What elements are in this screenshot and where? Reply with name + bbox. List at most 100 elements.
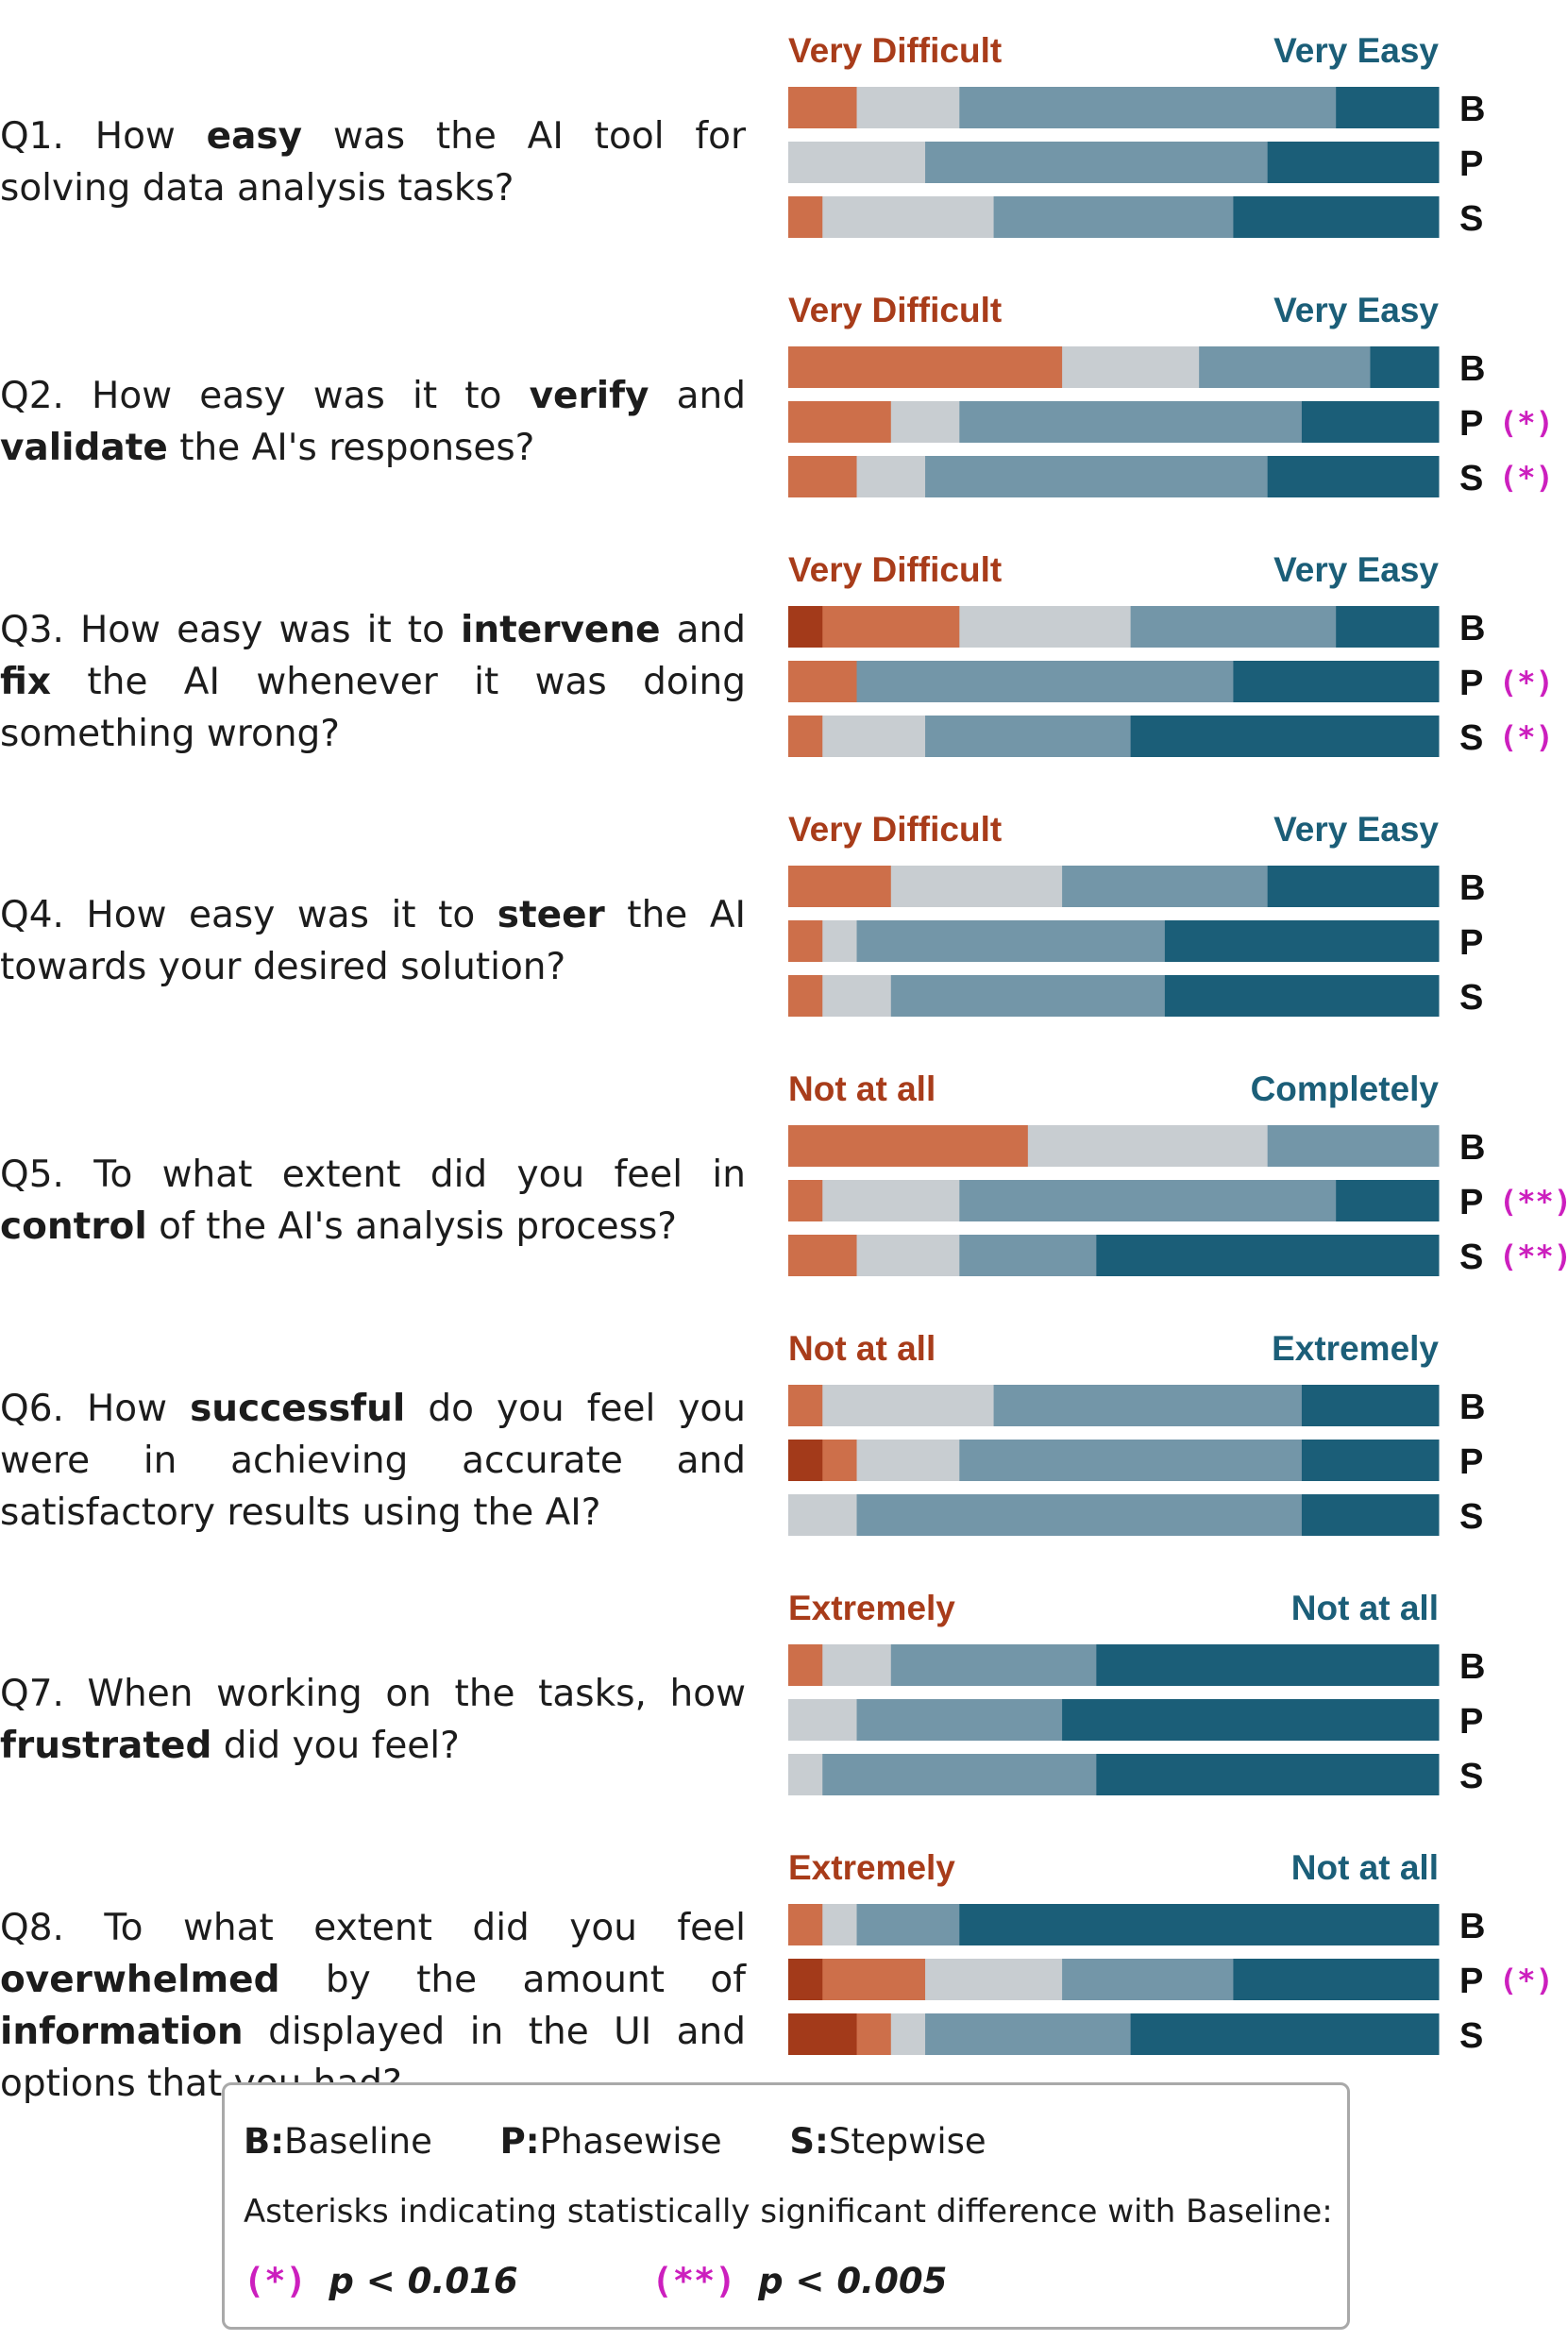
q1-b-segment-dark_teal: [1336, 87, 1440, 128]
q4-s-segment-orange: [788, 975, 823, 1017]
q7-s-segment-steel: [822, 1754, 1097, 1795]
q1-p-segment-steel: [925, 142, 1269, 183]
q3-condition-label-s: S: [1459, 718, 1483, 758]
q2-right-scale-label: Very Easy: [1273, 291, 1439, 329]
q4-b-segment-light_gray: [890, 866, 1063, 907]
q6-p-segment-steel: [959, 1440, 1303, 1481]
q5-p-segment-light_gray: [822, 1180, 960, 1221]
q4-b-segment-orange: [788, 866, 892, 907]
q6-condition-label-p: P: [1459, 1442, 1483, 1482]
q8-b-segment-dark_teal: [959, 1904, 1440, 1945]
q2-condition-label-b: B: [1459, 349, 1485, 389]
legend-sig-double: (**) p < 0.005: [651, 2261, 948, 2301]
q4-b-segment-steel: [1062, 866, 1269, 907]
q2-left-scale-label: Very Difficult: [788, 291, 1002, 329]
q3-s-segment-light_gray: [822, 716, 926, 757]
q7-b-segment-orange: [788, 1644, 823, 1686]
q4-b-segment-dark_teal: [1267, 866, 1440, 907]
question-q8: Q8. To what extent did you feel overwhel…: [0, 1907, 746, 2105]
q1-right-scale-label: Very Easy: [1273, 31, 1439, 70]
q1-s-segment-light_gray: [822, 196, 995, 238]
q6-s-segment-dark_teal: [1301, 1494, 1440, 1536]
q8-left-scale-label: Extremely: [788, 1848, 955, 1887]
q8-condition-label-s: S: [1459, 2016, 1483, 2056]
q2-p-segment-dark_teal: [1301, 401, 1440, 443]
q8-significance-p: (*): [1499, 1962, 1554, 1998]
q5-s-segment-light_gray: [856, 1235, 960, 1276]
q2-significance-s: (*): [1499, 460, 1554, 496]
q2-b-segment-dark_teal: [1370, 346, 1440, 388]
q6-left-scale-label: Not at all: [788, 1329, 936, 1368]
q1-s-segment-orange: [788, 196, 823, 238]
q8-p-segment-orange: [822, 1959, 926, 2000]
q1-p-segment-light_gray: [788, 142, 926, 183]
q7-condition-label-s: S: [1459, 1757, 1483, 1796]
q3-p-segment-steel: [856, 661, 1234, 702]
q8-b-segment-steel: [856, 1904, 960, 1945]
q3-p-segment-dark_teal: [1233, 661, 1440, 702]
q5-s-segment-orange: [788, 1235, 858, 1276]
q2-s-segment-orange: [788, 456, 858, 497]
q7-p-segment-dark_teal: [1062, 1699, 1440, 1741]
q4-condition-label-s: S: [1459, 978, 1483, 1018]
q6-b-segment-dark_teal: [1301, 1385, 1440, 1426]
q7-s-segment-light_gray: [788, 1754, 823, 1795]
q5-b-segment-steel: [1267, 1125, 1440, 1167]
q3-condition-label-p: P: [1459, 664, 1483, 703]
q5-s-segment-steel: [959, 1235, 1097, 1276]
q6-b-segment-orange: [788, 1385, 823, 1426]
q5-b-segment-light_gray: [1027, 1125, 1269, 1167]
q4-condition-label-b: B: [1459, 868, 1485, 908]
q3-s-segment-steel: [925, 716, 1132, 757]
q8-s-segment-dark_teal: [1130, 2013, 1440, 2055]
q7-condition-label-b: B: [1459, 1647, 1485, 1687]
q7-condition-label-p: P: [1459, 1702, 1483, 1742]
q2-b-segment-light_gray: [1062, 346, 1200, 388]
q7-s-segment-dark_teal: [1096, 1754, 1440, 1795]
q8-b-segment-light_gray: [822, 1904, 858, 1945]
q1-b-segment-light_gray: [856, 87, 960, 128]
q6-s-segment-steel: [856, 1494, 1303, 1536]
question-q5: Q5. To what extent did you feel in contr…: [0, 1154, 746, 1248]
q8-right-scale-label: Not at all: [1291, 1848, 1439, 1887]
legend-sig-single: (*) p < 0.016: [244, 2261, 518, 2301]
q4-s-segment-light_gray: [822, 975, 892, 1017]
q8-s-segment-light_gray: [890, 2013, 926, 2055]
q7-b-segment-light_gray: [822, 1644, 892, 1686]
legend-box: B:Baseline P:Phasewise S:Stepwise Asteri…: [222, 2082, 1350, 2330]
q6-p-segment-light_gray: [856, 1440, 960, 1481]
q3-significance-s: (*): [1499, 719, 1554, 755]
q5-right-scale-label: Completely: [1251, 1069, 1440, 1108]
q5-condition-label-s: S: [1459, 1238, 1483, 1277]
q8-condition-label-p: P: [1459, 1962, 1483, 2001]
q1-b-segment-steel: [959, 87, 1337, 128]
q7-right-scale-label: Not at all: [1291, 1589, 1439, 1627]
q6-b-segment-light_gray: [822, 1385, 995, 1426]
q3-left-scale-label: Very Difficult: [788, 550, 1002, 589]
q6-b-segment-steel: [993, 1385, 1303, 1426]
q8-b-segment-orange: [788, 1904, 823, 1945]
q6-condition-label-b: B: [1459, 1388, 1485, 1427]
q5-p-segment-steel: [959, 1180, 1337, 1221]
q5-condition-label-p: P: [1459, 1183, 1483, 1222]
q4-right-scale-label: Very Easy: [1273, 810, 1439, 849]
q7-p-segment-steel: [856, 1699, 1063, 1741]
q1-condition-label-p: P: [1459, 144, 1483, 184]
q4-p-segment-dark_teal: [1164, 920, 1440, 962]
q2-s-segment-steel: [925, 456, 1269, 497]
q1-condition-label-b: B: [1459, 90, 1485, 129]
q8-s-segment-orange: [856, 2013, 892, 2055]
q5-left-scale-label: Not at all: [788, 1069, 936, 1108]
q8-p-segment-light_gray: [925, 1959, 1063, 2000]
q3-s-segment-orange: [788, 716, 823, 757]
q8-condition-label-b: B: [1459, 1907, 1485, 1946]
question-q4: Q4. How easy was it to steer the AI towa…: [0, 894, 746, 988]
question-q3: Q3. How easy was it to intervene and fix…: [0, 609, 746, 755]
q5-significance-p: (**): [1499, 1184, 1568, 1220]
q4-condition-label-p: P: [1459, 923, 1483, 963]
q8-s-segment-dark_orange: [788, 2013, 858, 2055]
q3-b-segment-steel: [1130, 606, 1337, 648]
legend-asterisk-note: Asterisks indicating statistically signi…: [244, 2193, 1333, 2231]
legend-conditions: B:Baseline P:Phasewise S:Stepwise: [244, 2121, 1043, 2162]
q8-p-segment-steel: [1062, 1959, 1234, 2000]
